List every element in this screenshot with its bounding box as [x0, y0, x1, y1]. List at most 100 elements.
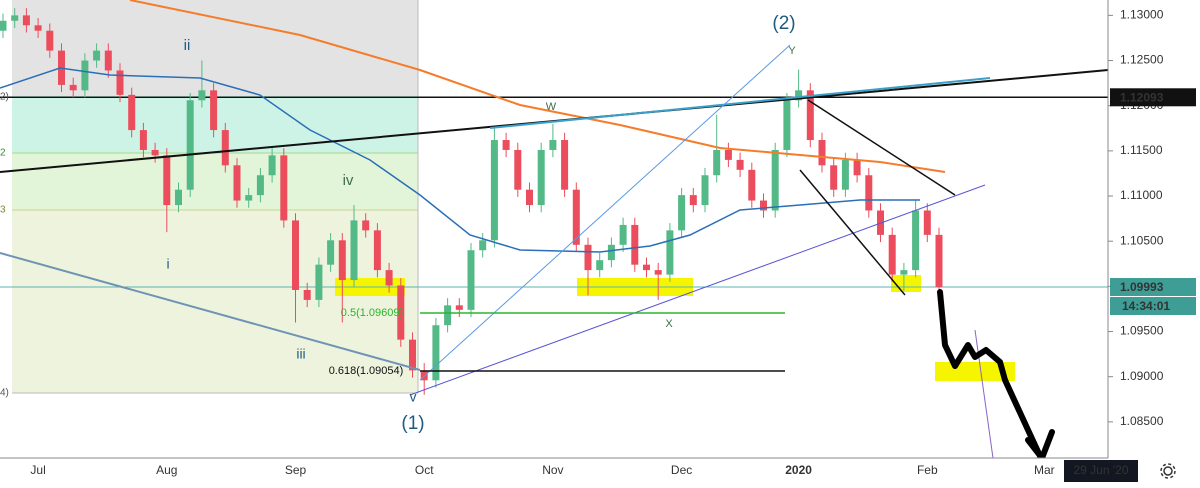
candle-body [631, 224, 639, 265]
candle-body [619, 224, 627, 245]
y-tick-label: 1.13000 [1120, 8, 1164, 22]
candle-body [432, 325, 440, 381]
candle-body [537, 149, 545, 206]
candle-body [841, 159, 849, 190]
x-tick-label: Aug [156, 463, 177, 477]
trend-line [974, 329, 994, 459]
candle-body [245, 195, 253, 201]
candle-body [912, 210, 920, 271]
candle-body [666, 230, 674, 275]
candles [0, 8, 1108, 395]
trend-line [0, 252, 421, 371]
candle-body [806, 90, 814, 141]
annotation: X [665, 318, 673, 330]
x-tick-label: 2020 [785, 463, 812, 477]
price-tag-label: 1.09993 [1120, 280, 1164, 294]
drawings [0, 0, 1109, 461]
countdown: 14:34:01 [1122, 299, 1170, 313]
candle-body [596, 260, 604, 271]
candle-body [748, 169, 756, 201]
candle-body [163, 155, 171, 206]
cursor-date: 29 Jun '20 [1073, 463, 1128, 477]
y-tick-label: 1.09000 [1120, 369, 1164, 383]
candle-body [490, 140, 498, 241]
fib-zones [12, 0, 419, 394]
y-tick-label: 1.10500 [1120, 233, 1164, 247]
cursor-date-tag [1064, 460, 1138, 482]
candle-body [46, 30, 54, 51]
annotation: Y [788, 45, 796, 57]
candle-body [888, 234, 896, 275]
candle-body [444, 305, 452, 326]
candle-body [502, 140, 510, 150]
annotation: 4) [0, 388, 9, 399]
candle-body [198, 90, 206, 101]
candle-body [771, 149, 779, 211]
trend-line [419, 44, 791, 381]
fib-zone [12, 153, 418, 210]
x-tick-label: Jul [30, 463, 45, 477]
candle-body [256, 175, 264, 196]
moving-average [129, 0, 946, 173]
price-tag [1110, 277, 1196, 296]
trend-line [489, 77, 991, 129]
candle-body [362, 220, 370, 231]
annotation: iv [343, 172, 354, 189]
fib-zone [12, 210, 418, 393]
price-tag-label: 1.12093 [1120, 90, 1164, 104]
candle-body [210, 90, 218, 131]
x-tick-label: Nov [542, 463, 563, 477]
candle-body [139, 130, 147, 150]
candle-body [268, 155, 276, 176]
candle-body [303, 289, 311, 300]
candle-body [830, 165, 838, 190]
annotation: (2) [772, 13, 795, 34]
candle-body [526, 189, 533, 206]
candle-body [420, 370, 428, 381]
candle-body [935, 234, 943, 288]
annotations: (1)(2)iiiiiiivvWXY0.5(1.09609)0.618(1.09… [0, 13, 796, 434]
settings-icon[interactable] [1160, 463, 1176, 479]
price-tag [1110, 88, 1196, 107]
candle-body [455, 305, 463, 310]
candle-body [233, 165, 241, 201]
y-tick-label: 1.09500 [1120, 324, 1164, 338]
candle-body [783, 100, 791, 150]
annotation: 2) [0, 92, 9, 103]
candle-body [572, 189, 580, 245]
candle-body [643, 264, 650, 271]
candle-body [607, 244, 615, 261]
candle-body [327, 240, 335, 265]
candle-body [93, 50, 101, 61]
candle-body [315, 264, 323, 300]
candle-body [853, 159, 861, 176]
candle-body [724, 149, 732, 160]
trend-line [799, 169, 906, 296]
moving-average [0, 67, 920, 253]
candle-body [713, 149, 721, 176]
time-axis [0, 458, 1108, 488]
candle-body [186, 100, 194, 190]
fib-zone [12, 0, 418, 96]
annotation: (1) [401, 413, 424, 434]
candle-body [292, 220, 299, 290]
annotation: ii [184, 37, 191, 54]
candle-body [818, 140, 826, 166]
trend-line [409, 184, 986, 396]
candle-body [561, 140, 569, 190]
candle-body [151, 149, 159, 156]
candle-body [11, 15, 19, 21]
candle-body [350, 220, 358, 281]
candle-body [654, 270, 662, 275]
candle-body [736, 159, 744, 170]
x-tick-label: Feb [917, 463, 938, 477]
candle-body [865, 175, 873, 211]
annotation: 3 [0, 205, 6, 216]
candle-body [689, 195, 697, 206]
y-tick-label: 1.12500 [1120, 53, 1164, 67]
candle-body [467, 250, 475, 310]
y-tick-label: 1.11500 [1120, 143, 1163, 157]
candle-body [338, 240, 346, 281]
candle-body [409, 339, 416, 371]
